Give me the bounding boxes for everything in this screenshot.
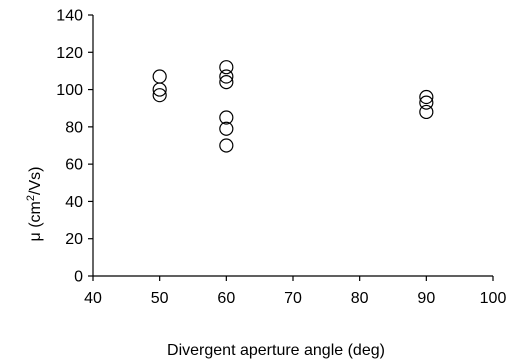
x-tick-label: 40 — [84, 290, 102, 307]
y-axis-title-superscript: 2 — [25, 195, 37, 201]
data-point — [152, 82, 167, 97]
y-tick-label: 20 — [65, 231, 83, 248]
data-point — [219, 75, 234, 90]
y-tick-label: 60 — [65, 157, 83, 174]
x-tick-label: 70 — [284, 290, 302, 307]
data-point — [219, 69, 234, 84]
data-point — [152, 88, 167, 103]
data-point — [219, 138, 234, 153]
x-tick-label: 60 — [217, 290, 235, 307]
x-axis-title: Divergent aperture angle (deg) — [167, 342, 385, 359]
y-tick-label: 120 — [56, 45, 83, 62]
data-point — [219, 110, 234, 125]
data-point — [419, 89, 434, 105]
x-tick-label: 100 — [480, 290, 507, 307]
y-tick-label: 40 — [65, 194, 83, 211]
x-tick-label: 50 — [151, 290, 169, 307]
y-tick-label: 100 — [56, 82, 83, 99]
data-points — [152, 60, 434, 153]
x-axis-ticks: 40 50 60 70 80 90 100 — [84, 276, 506, 307]
data-point — [152, 69, 167, 84]
y-axis-title-base: μ (cm — [27, 201, 44, 241]
data-point — [219, 60, 234, 75]
x-tick-label: 80 — [351, 290, 369, 307]
y-axis-title: μ (cm2/Vs) — [25, 167, 44, 242]
y-tick-label: 80 — [65, 119, 83, 136]
x-tick-label: 90 — [417, 290, 435, 307]
y-tick-label: 140 — [56, 8, 83, 25]
data-point — [419, 104, 434, 120]
data-point — [419, 95, 434, 110]
y-axis-title-tail: /Vs) — [27, 167, 44, 195]
data-point — [219, 121, 234, 136]
y-tick-label: 0 — [74, 269, 83, 286]
y-axis-ticks: 0 20 40 60 80 100 120 140 — [56, 8, 93, 286]
